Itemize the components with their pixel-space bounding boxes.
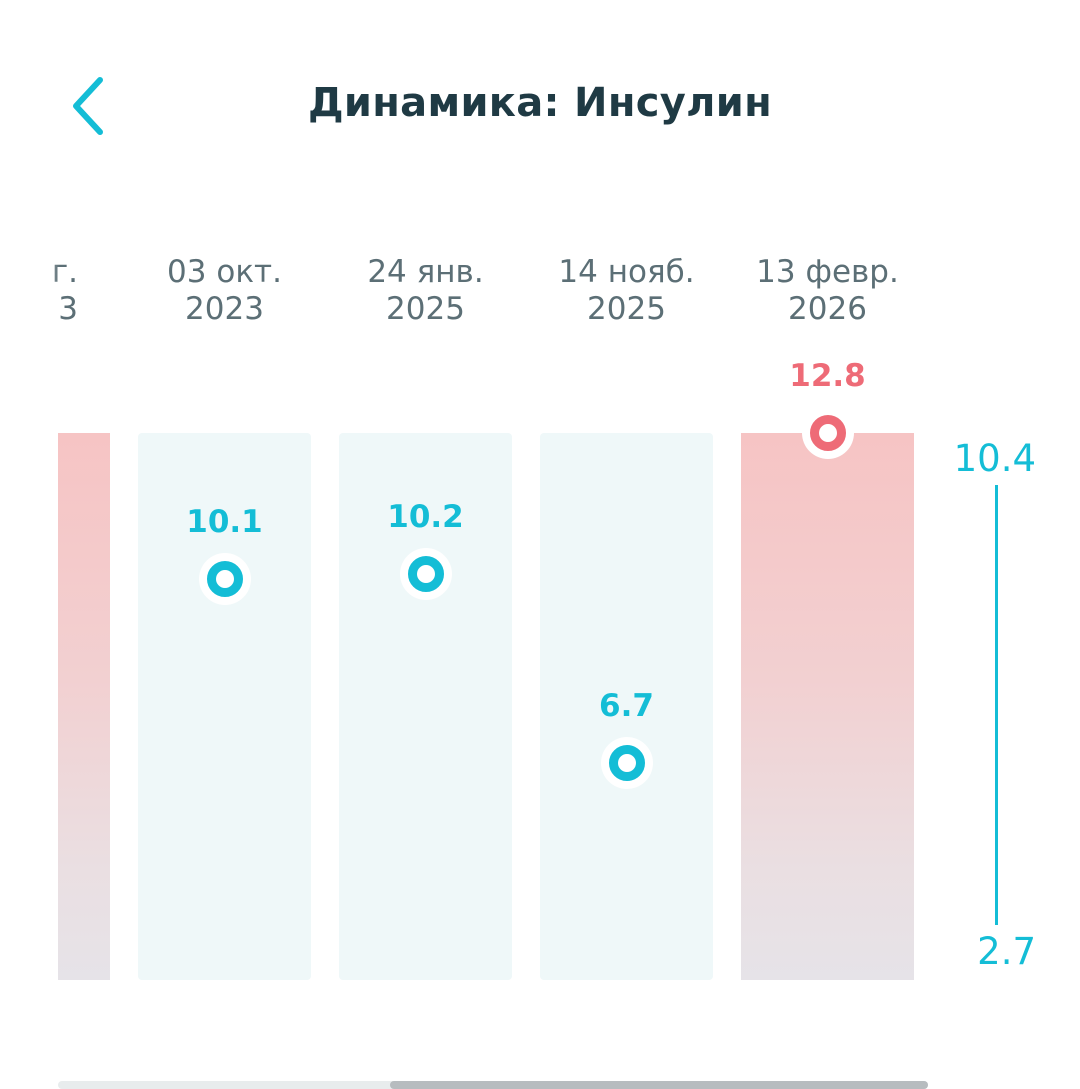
column-date: 03 окт. 2023 [125,254,325,328]
column-date-line1: 14 нояб. [558,254,695,290]
data-point-label: 10.1 [186,504,263,541]
chart-column-partial[interactable] [58,433,110,980]
column-date: 13 февр. 2026 [728,254,928,328]
scrollbar-thumb[interactable] [390,1081,928,1089]
data-point-label: 12.8 [789,358,866,394]
reference-min-label: 2.7 [977,930,1036,973]
column-date-line2: 2025 [386,291,465,327]
reference-max-label: 10.4 [953,437,1036,480]
scroll-fade [0,240,60,330]
data-point-marker [407,555,444,592]
column-date: 14 нояб. 2025 [527,254,727,328]
data-point[interactable] [801,407,854,459]
back-button[interactable] [58,70,118,146]
column-date-line1: 13 февр. [756,254,899,290]
data-point-label: 6.7 [599,688,654,725]
data-point-marker [206,561,243,598]
data-point[interactable] [198,553,251,606]
column-date-line2: 2023 [185,291,264,327]
column-date-line1: 03 окт. [167,254,282,290]
chart-column[interactable] [138,433,311,980]
reference-range-line [995,485,998,925]
chart-column[interactable] [339,433,512,980]
page-title: Динамика: Инсулин [307,80,773,126]
chevron-left-icon [68,76,108,140]
data-point-marker [809,415,846,451]
data-point-label: 10.2 [387,498,464,535]
column-date: 24 янв. 2025 [326,254,526,328]
data-point[interactable] [399,547,452,600]
data-point-marker [608,745,645,782]
chart-column[interactable] [741,433,914,980]
column-date-line1: 24 янв. [367,254,484,290]
column-date-line2: 2025 [587,291,666,327]
chart-column[interactable] [540,433,713,980]
column-date-line2: 3 [58,291,78,327]
data-point[interactable] [600,737,653,790]
column-date-line2: 2026 [788,291,867,327]
